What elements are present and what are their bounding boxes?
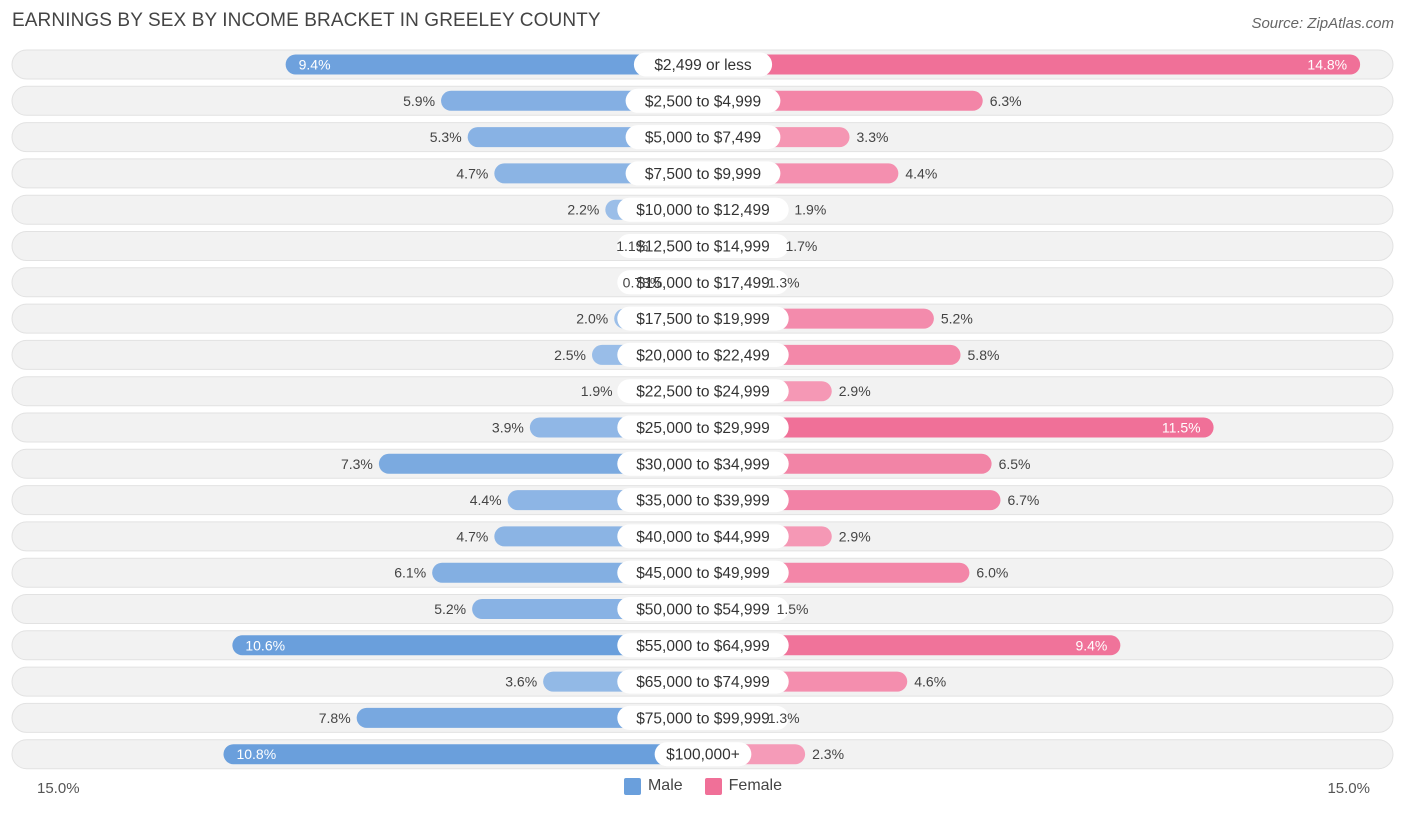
male-value-label: 5.9% — [403, 93, 435, 109]
axis-left-label: 15.0% — [37, 780, 80, 797]
legend-swatch-male — [623, 777, 641, 795]
category-label-pill — [617, 488, 789, 513]
axis-right-label: 15.0% — [1327, 780, 1370, 797]
category-label-pill — [617, 597, 789, 621]
category-label: $30,000 to $34,999 — [636, 456, 770, 473]
male-value-label: 6.1% — [394, 565, 426, 581]
chart-canvas: $2,499 or less 9.4% 14.8% $2,500 to $4,999 5… — [11, 49, 1394, 770]
category-label: $2,499 or less — [654, 57, 752, 74]
male-value-label: 4.7% — [456, 165, 488, 181]
category-label: $22,500 to $24,999 — [636, 384, 770, 401]
male-bar — [232, 635, 712, 656]
male-value-label: 10.6% — [245, 637, 285, 653]
source-credit: Source: ZipAtlas.com — [1251, 15, 1394, 32]
female-value-label: 6.0% — [976, 565, 1008, 581]
category-label: $7,500 to $9,999 — [645, 166, 761, 183]
female-bar — [695, 417, 1214, 438]
female-value-label: 2.3% — [812, 746, 844, 762]
category-label-pill — [625, 88, 781, 113]
male-value-label: 9.4% — [299, 57, 331, 73]
chart-title: EARNINGS BY SEX BY INCOME BRACKET IN GRE… — [12, 10, 601, 31]
category-label: $40,000 to $44,999 — [636, 529, 770, 546]
male-value-label: 4.7% — [456, 528, 488, 544]
female-value-label: 1.5% — [777, 601, 809, 617]
male-bar — [223, 744, 712, 765]
male-value-label: 4.4% — [470, 492, 502, 508]
category-label-pill — [654, 742, 752, 767]
male-value-label: 5.3% — [430, 129, 462, 145]
category-label: $5,000 to $7,499 — [645, 130, 761, 147]
category-label-pill — [617, 379, 789, 404]
category-label: $45,000 to $49,999 — [636, 565, 770, 582]
male-value-label: 3.9% — [492, 420, 524, 436]
female-value-label: 14.8% — [1307, 57, 1347, 73]
category-label-pill — [617, 524, 789, 549]
female-bar — [695, 635, 1121, 656]
category-label: $75,000 to $99,999 — [636, 710, 770, 727]
female-value-label: 4.4% — [905, 165, 937, 181]
female-value-label: 1.9% — [794, 202, 826, 218]
male-bar — [285, 54, 711, 75]
male-value-label: 7.3% — [341, 456, 373, 472]
category-label: $25,000 to $29,999 — [636, 420, 770, 437]
female-value-label: 2.9% — [839, 528, 871, 544]
category-label: $35,000 to $39,999 — [636, 493, 770, 510]
category-label-pill — [625, 161, 781, 186]
female-value-label: 1.3% — [768, 710, 800, 726]
male-value-label: 1.1% — [616, 238, 648, 254]
category-label: $100,000+ — [666, 747, 740, 764]
male-value-label: 5.2% — [434, 601, 466, 617]
female-value-label: 9.4% — [1075, 637, 1107, 653]
category-label: $2,500 to $4,999 — [645, 93, 761, 110]
category-label-pill — [617, 633, 789, 658]
category-label-pill — [617, 306, 789, 331]
male-value-label: 2.0% — [576, 311, 608, 327]
category-label-pill — [617, 415, 789, 440]
male-value-label: 3.6% — [505, 674, 537, 690]
category-label-pill — [633, 52, 773, 77]
category-label-pill — [617, 669, 789, 694]
female-bar — [695, 54, 1361, 75]
legend-label-male: Male — [647, 777, 683, 794]
category-label-pill — [617, 270, 789, 295]
legend-swatch-female — [704, 777, 722, 795]
female-value-label: 5.2% — [941, 311, 973, 327]
female-value-label: 6.7% — [1007, 492, 1039, 508]
category-label: $20,000 to $22,499 — [636, 347, 770, 364]
male-value-label: 2.2% — [567, 202, 599, 218]
male-value-label: 0.78% — [623, 274, 663, 290]
category-label: $15,000 to $17,499 — [636, 275, 770, 292]
female-value-label: 2.9% — [839, 383, 871, 399]
male-value-label: 1.9% — [581, 383, 613, 399]
female-value-label: 3.3% — [857, 129, 889, 145]
category-label-pill — [617, 560, 789, 585]
female-value-label: 11.5% — [1162, 420, 1201, 436]
female-value-label: 5.8% — [968, 347, 1000, 363]
category-label-pill — [617, 234, 789, 258]
male-value-label: 7.8% — [319, 710, 351, 726]
category-label-pill — [617, 342, 789, 367]
category-label: $17,500 to $19,999 — [636, 311, 770, 328]
category-label-pill — [617, 197, 789, 222]
female-value-label: 1.7% — [785, 238, 817, 254]
category-label-pill — [625, 125, 781, 150]
female-value-label: 6.3% — [990, 93, 1022, 109]
category-label-pill — [617, 705, 789, 730]
legend-item-male[interactable]: Male — [623, 777, 683, 795]
female-value-label: 4.6% — [914, 674, 946, 690]
legend: Male Female — [0, 777, 1406, 795]
legend-label-female: Female — [728, 777, 783, 794]
male-value-label: 10.8% — [236, 746, 276, 762]
female-value-label: 6.5% — [999, 456, 1031, 472]
category-label: $50,000 to $54,999 — [636, 602, 770, 619]
legend-item-female[interactable]: Female — [704, 777, 783, 795]
category-label-pill — [617, 451, 789, 476]
male-value-label: 2.5% — [554, 347, 586, 363]
category-label: $55,000 to $64,999 — [636, 638, 770, 655]
category-label: $65,000 to $74,999 — [636, 674, 770, 691]
female-value-label: 1.3% — [768, 274, 800, 290]
category-label: $10,000 to $12,499 — [636, 202, 770, 219]
category-label: $12,500 to $14,999 — [636, 239, 770, 256]
